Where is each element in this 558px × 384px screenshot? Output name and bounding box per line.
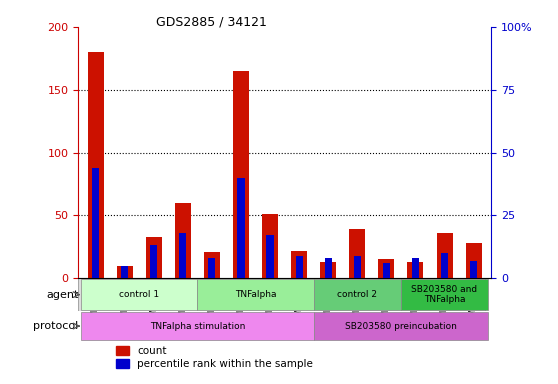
Bar bbox=[383, 263, 390, 278]
Bar bbox=[354, 255, 361, 278]
Bar bbox=[233, 71, 249, 278]
Bar bbox=[401, 279, 488, 310]
Bar bbox=[465, 243, 482, 278]
Bar bbox=[88, 52, 104, 278]
Bar bbox=[412, 258, 419, 278]
Bar bbox=[291, 250, 307, 278]
Bar bbox=[146, 237, 162, 278]
Text: control 1: control 1 bbox=[119, 290, 159, 299]
Bar bbox=[81, 279, 198, 310]
Text: agent: agent bbox=[46, 290, 79, 300]
Bar bbox=[262, 214, 278, 278]
Text: control 2: control 2 bbox=[337, 290, 377, 299]
Bar bbox=[266, 235, 273, 278]
Bar bbox=[237, 178, 244, 278]
Bar bbox=[198, 279, 314, 310]
Bar bbox=[92, 167, 99, 278]
Bar bbox=[179, 233, 186, 278]
Text: SB203580 preincubation: SB203580 preincubation bbox=[345, 321, 457, 331]
Text: TNFalpha: TNFalpha bbox=[235, 290, 276, 299]
Bar bbox=[378, 259, 395, 278]
Text: SB203580 and
TNFalpha: SB203580 and TNFalpha bbox=[411, 285, 478, 305]
Bar bbox=[320, 262, 336, 278]
Bar bbox=[204, 252, 220, 278]
Bar bbox=[470, 261, 477, 278]
Bar bbox=[349, 229, 365, 278]
Text: GDS2885 / 34121: GDS2885 / 34121 bbox=[156, 15, 267, 28]
Bar bbox=[436, 233, 453, 278]
Bar bbox=[117, 266, 133, 278]
Bar bbox=[314, 279, 401, 310]
Bar bbox=[441, 253, 448, 278]
Bar bbox=[314, 312, 488, 340]
Bar bbox=[121, 266, 128, 278]
Bar bbox=[175, 203, 191, 278]
Bar bbox=[325, 258, 332, 278]
Bar bbox=[150, 245, 157, 278]
Bar bbox=[208, 258, 215, 278]
Text: TNFalpha stimulation: TNFalpha stimulation bbox=[150, 321, 245, 331]
Bar bbox=[407, 262, 424, 278]
Text: protocol: protocol bbox=[33, 321, 79, 331]
Bar bbox=[296, 255, 303, 278]
Legend: count, percentile rank within the sample: count, percentile rank within the sample bbox=[117, 346, 313, 369]
Bar bbox=[81, 312, 314, 340]
